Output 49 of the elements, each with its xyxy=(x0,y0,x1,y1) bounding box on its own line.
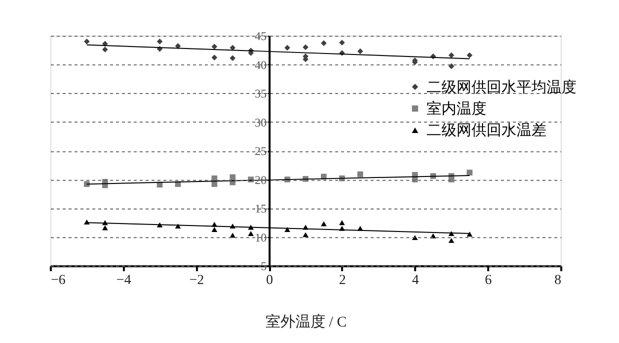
point xyxy=(212,44,218,50)
point xyxy=(84,181,90,187)
point xyxy=(230,55,236,62)
point xyxy=(212,54,218,60)
point xyxy=(230,44,236,51)
point xyxy=(448,176,454,182)
y-tick-label: 30 xyxy=(254,115,267,130)
point xyxy=(466,170,472,176)
point xyxy=(339,220,345,226)
point xyxy=(357,171,364,178)
point xyxy=(320,221,327,226)
point xyxy=(357,48,364,54)
point xyxy=(84,38,90,44)
point xyxy=(102,46,108,52)
legend-label: 室内温度 xyxy=(426,100,486,118)
x-tick-label: −2 xyxy=(189,272,204,287)
y-tick-label: 40 xyxy=(254,58,267,72)
y-tick-label: 25 xyxy=(254,144,267,158)
point xyxy=(320,40,327,46)
x-tick-label: −4 xyxy=(116,272,132,287)
point xyxy=(230,232,236,238)
point xyxy=(448,63,454,70)
point xyxy=(302,44,308,50)
y-tick-label: 35 xyxy=(254,86,267,101)
point xyxy=(212,181,218,187)
x-tick-label: 8 xyxy=(554,272,562,287)
point xyxy=(466,232,472,237)
x-tick-label: 0 xyxy=(266,272,274,287)
legend-label: 二级网供回水平均温度 xyxy=(426,78,576,96)
point xyxy=(302,232,308,238)
y-tick-label: 10 xyxy=(254,230,267,244)
point xyxy=(248,231,254,236)
y-tick-label: 45 xyxy=(254,29,267,44)
legend-label: 二级网供回水温差 xyxy=(426,122,546,140)
point xyxy=(156,38,163,44)
point xyxy=(448,238,454,243)
point xyxy=(339,40,345,46)
point xyxy=(102,225,108,230)
y-tick-label: 15 xyxy=(254,202,267,216)
x-tick-label: 6 xyxy=(484,272,492,287)
x-tick-label: 2 xyxy=(339,272,346,287)
x-tick-label: −6 xyxy=(50,272,66,287)
point xyxy=(284,44,290,51)
x-tick-label: 4 xyxy=(412,272,419,287)
point xyxy=(212,227,218,232)
point xyxy=(448,52,454,58)
x-axis-title: 室外温度 / C xyxy=(265,313,347,330)
point xyxy=(466,52,472,58)
point xyxy=(412,176,418,182)
